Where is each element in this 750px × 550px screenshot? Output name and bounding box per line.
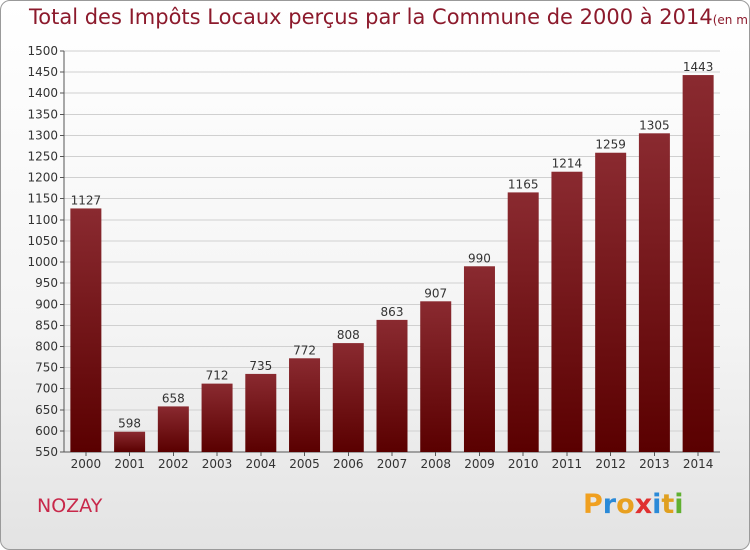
- x-tick-label: 2013: [639, 457, 670, 471]
- bar-value-label: 772: [293, 343, 316, 357]
- x-tick-label: 2010: [508, 457, 539, 471]
- bar-value-label: 712: [206, 369, 229, 383]
- bar-value-label: 1127: [71, 193, 102, 207]
- bar-value-label: 1443: [683, 60, 714, 74]
- y-tick-label: 650: [35, 403, 58, 417]
- bar-2013: [638, 133, 670, 452]
- x-tick-label: 2002: [158, 457, 189, 471]
- bar-value-label: 735: [249, 359, 272, 373]
- y-tick-label: 800: [35, 339, 58, 353]
- y-tick-label: 1000: [27, 255, 58, 269]
- y-tick-label: 1050: [27, 234, 58, 248]
- bar-value-label: 990: [468, 251, 491, 265]
- bar-2014: [682, 75, 714, 452]
- bar-2010: [507, 192, 539, 452]
- y-tick-label: 700: [35, 382, 58, 396]
- y-tick-label: 1300: [27, 128, 58, 142]
- chart-title: Total des Impôts Locaux perçus par la Co…: [29, 5, 750, 29]
- bar-2007: [376, 319, 408, 452]
- logo-letter: i: [652, 489, 662, 520]
- y-tick-label: 1400: [27, 86, 58, 100]
- bar-2009: [463, 266, 495, 452]
- y-tick-label: 1150: [27, 192, 58, 206]
- bar-value-label: 1259: [595, 138, 626, 152]
- bar-2001: [114, 431, 146, 452]
- x-tick-label: 2008: [420, 457, 451, 471]
- bar-2012: [595, 152, 627, 453]
- x-tick-label: 2009: [464, 457, 495, 471]
- y-tick-label: 850: [35, 318, 58, 332]
- bar-value-label: 907: [424, 286, 447, 300]
- x-tick-label: 2014: [683, 457, 714, 471]
- bar-2003: [201, 383, 233, 452]
- y-tick-label: 1450: [27, 65, 58, 79]
- y-tick-label: 1350: [27, 107, 58, 121]
- y-tick-label: 1250: [27, 150, 58, 164]
- y-tick-label: 1500: [27, 44, 58, 58]
- bar-value-label: 598: [118, 417, 141, 431]
- bar-2008: [420, 301, 452, 452]
- logo-letter: x: [634, 489, 653, 520]
- bar-value-label: 808: [337, 328, 360, 342]
- bar-value-label: 1305: [639, 118, 670, 132]
- y-tick-label: 950: [35, 276, 58, 290]
- bar-2011: [551, 171, 583, 452]
- x-tick-label: 2001: [114, 457, 145, 471]
- logo-letter: o: [616, 489, 635, 520]
- logo-letter: P: [583, 489, 603, 520]
- bar-2006: [332, 343, 364, 452]
- y-tick-label: 1200: [27, 171, 58, 185]
- bar-value-label: 1214: [552, 157, 583, 171]
- bar-value-label: 863: [381, 305, 404, 319]
- logo-letter: r: [602, 489, 617, 520]
- x-tick-label: 2007: [377, 457, 408, 471]
- unit-label: (en milliers d'€): [712, 13, 750, 27]
- x-tick-label: 2005: [289, 457, 320, 471]
- bar-2000: [70, 208, 102, 452]
- y-tick-label: 550: [35, 445, 58, 459]
- x-tick-label: 2004: [246, 457, 277, 471]
- x-tick-label: 2003: [202, 457, 233, 471]
- logo-letter: t: [661, 489, 675, 520]
- bar-2005: [289, 358, 321, 452]
- x-tick-label: 2011: [552, 457, 583, 471]
- x-tick-label: 2000: [71, 457, 102, 471]
- y-tick-label: 900: [35, 297, 58, 311]
- y-tick-label: 1100: [27, 213, 58, 227]
- bar-2002: [157, 406, 189, 452]
- x-tick-label: 2006: [333, 457, 364, 471]
- proxiti-logo: Proxiti: [583, 489, 684, 520]
- x-tick-label: 2012: [595, 457, 626, 471]
- y-tick-label: 750: [35, 361, 58, 375]
- bar-2004: [245, 373, 277, 452]
- y-tick-label: 600: [35, 424, 58, 438]
- bar-value-label: 1165: [508, 177, 539, 191]
- bar-value-label: 658: [162, 391, 185, 405]
- logo-letter: i: [674, 489, 684, 520]
- commune-name: NOZAY: [37, 495, 103, 517]
